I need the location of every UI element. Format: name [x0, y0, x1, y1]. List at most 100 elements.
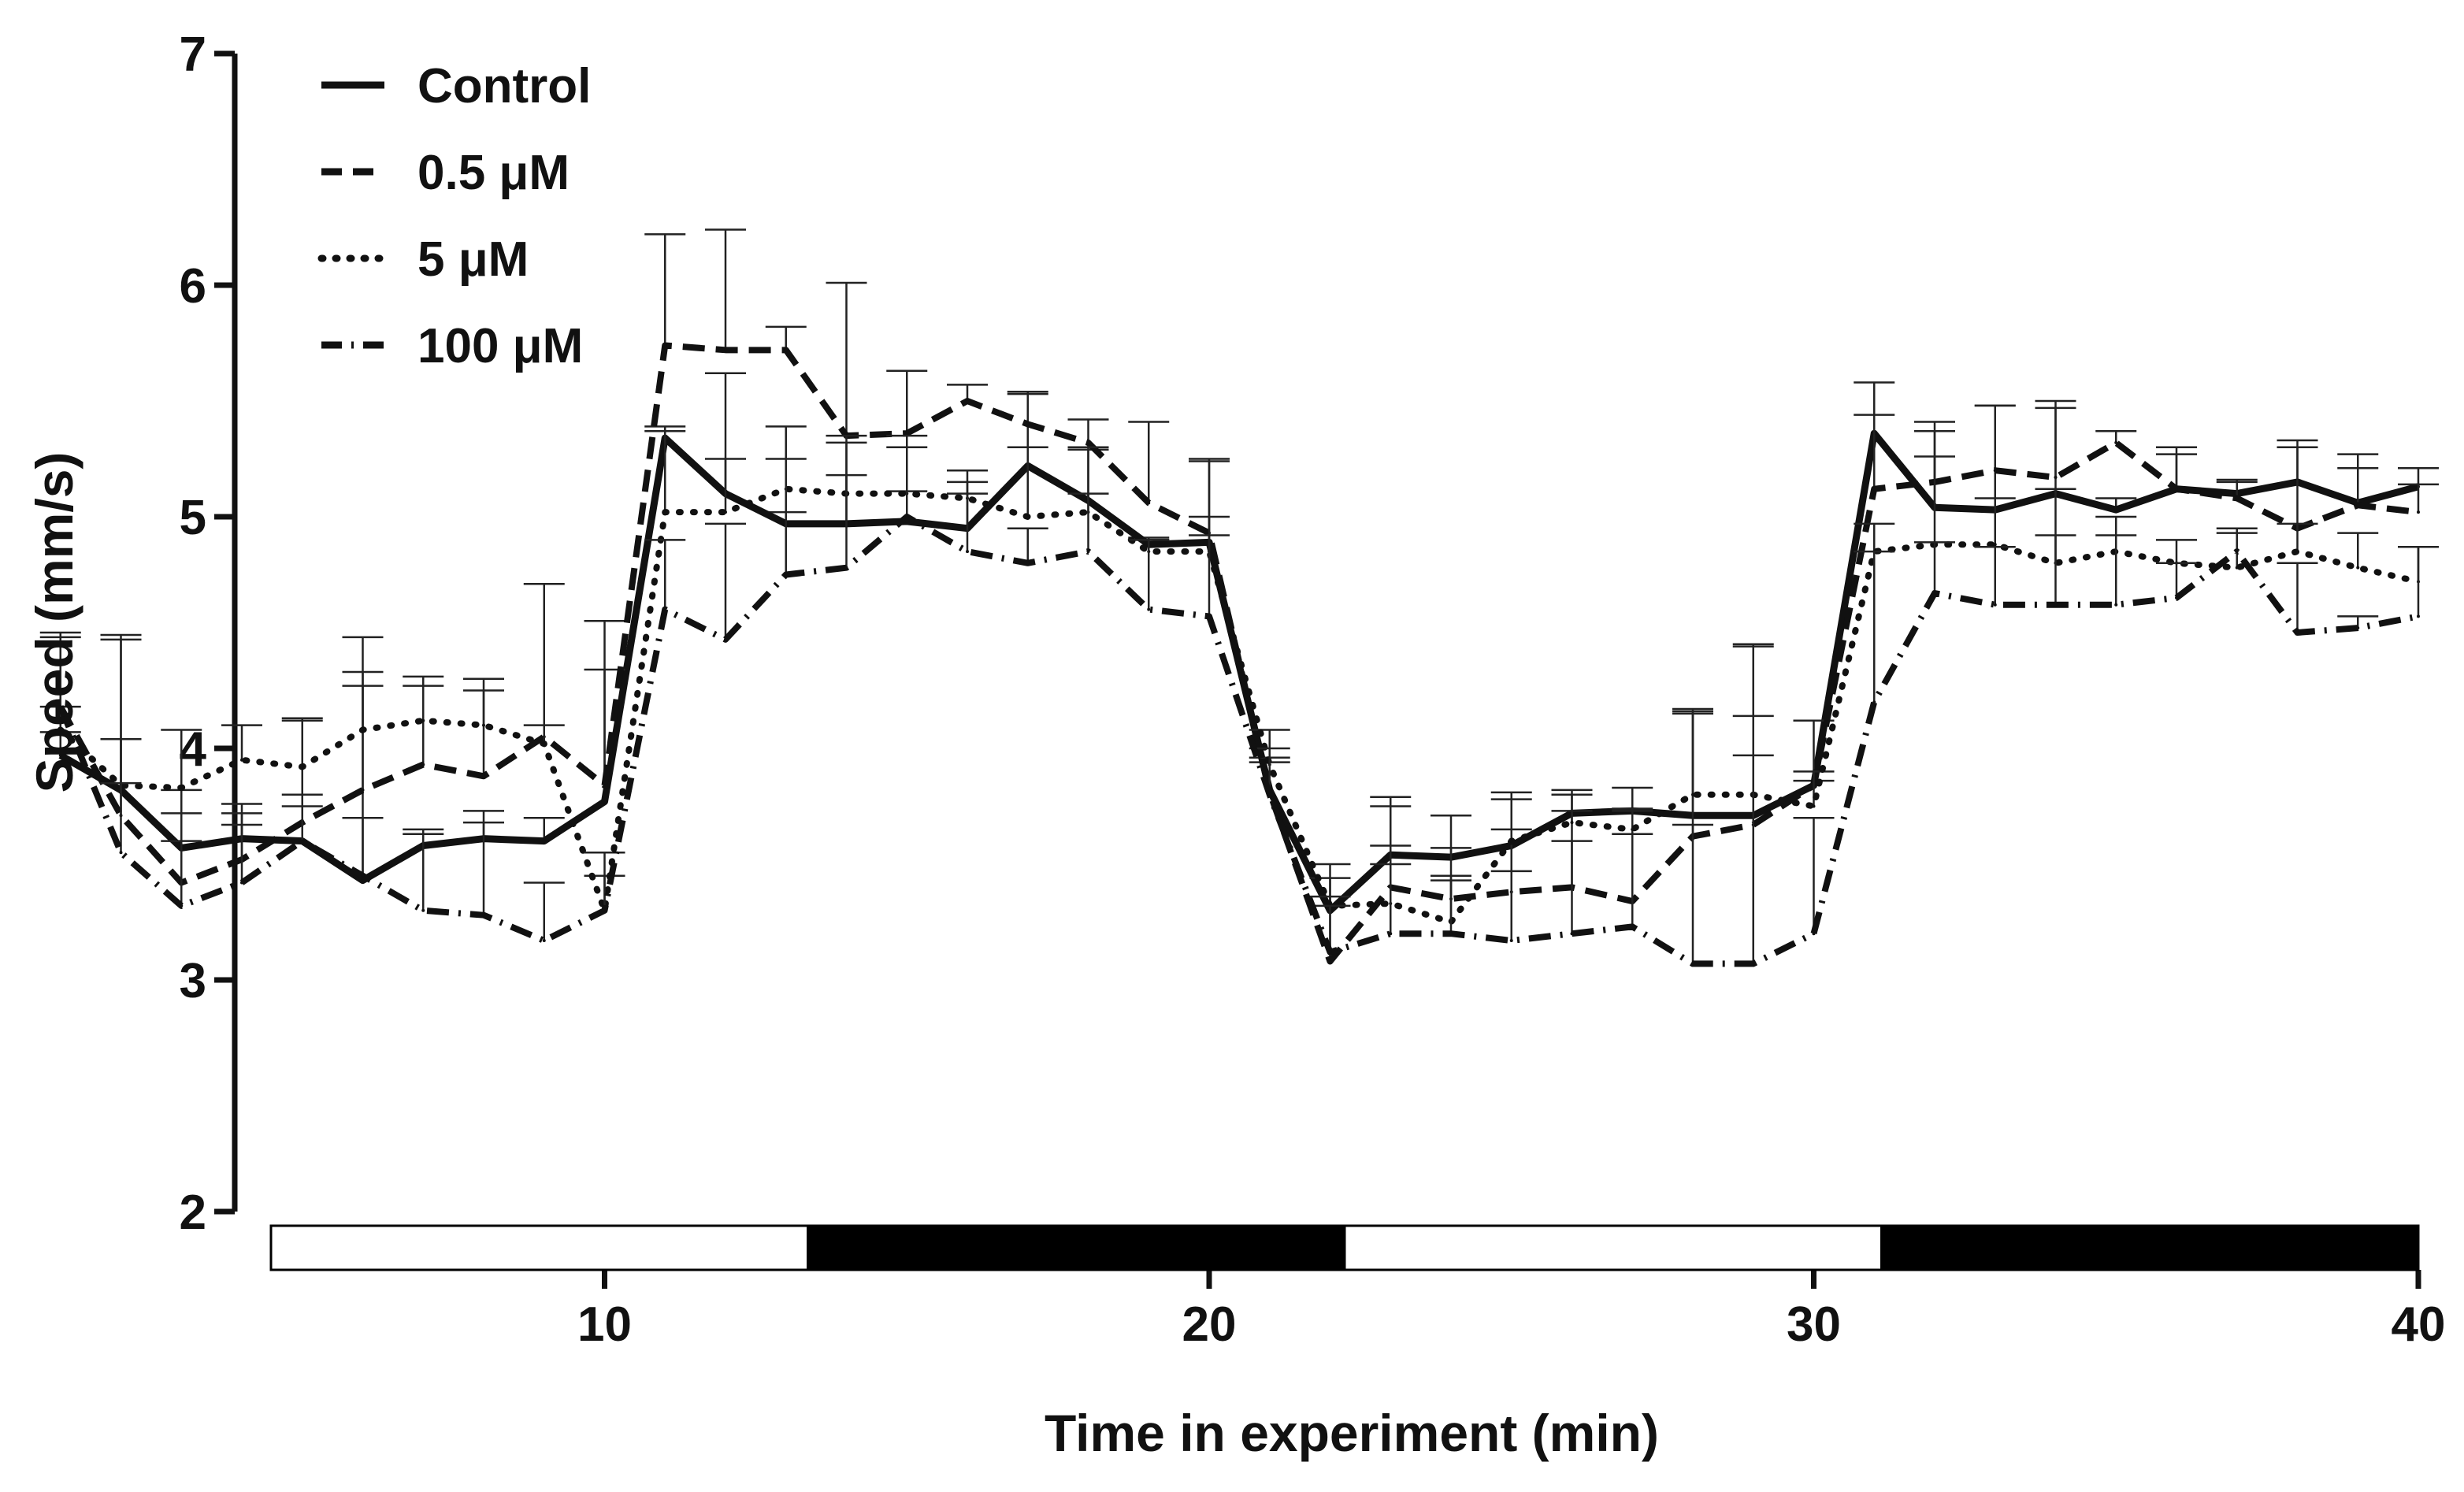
data-point-2-33	[1993, 543, 1997, 547]
data-point-1-31	[1872, 487, 1876, 491]
data-point-3-25	[1509, 939, 1513, 943]
data-point-2-27	[1631, 827, 1635, 831]
data-point-1-18	[1086, 440, 1090, 444]
data-point-2-11	[663, 510, 667, 514]
data-point-3-16	[966, 550, 969, 554]
data-point-2-37	[2235, 566, 2239, 570]
data-point-1-15	[905, 432, 909, 436]
legend-item-100-um: 100 μM	[321, 319, 583, 373]
data-point-2-39	[2356, 566, 2360, 570]
data-point-3-40	[2417, 614, 2420, 618]
data-point-3-6	[361, 874, 365, 878]
data-point-3-1	[58, 705, 62, 709]
data-point-3-37	[2235, 550, 2239, 554]
plot-area	[39, 228, 2439, 967]
data-point-1-13	[784, 348, 788, 352]
data-point-3-17	[1026, 561, 1030, 565]
series-line-3	[58, 514, 2419, 967]
legend-label-0-5-um: 0.5 μM	[417, 146, 570, 200]
data-point-3-33	[1993, 603, 1997, 607]
data-point-3-10	[603, 908, 607, 912]
series-2	[39, 372, 2439, 926]
series-3	[39, 434, 2439, 967]
data-point-2-28	[1691, 792, 1694, 796]
data-point-3-36	[2175, 596, 2178, 599]
data-point-3-29	[1751, 962, 1755, 966]
data-point-3-39	[2356, 626, 2360, 630]
data-point-2-38	[2295, 550, 2299, 554]
data-point-1-36	[2175, 487, 2178, 491]
x-tick-label-10: 10	[577, 1297, 632, 1352]
data-point-3-30	[1812, 932, 1816, 936]
data-point-1-16	[966, 399, 969, 403]
data-point-1-22	[1328, 959, 1332, 963]
data-point-2-8	[482, 723, 485, 727]
data-point-1-19	[1147, 501, 1151, 505]
data-point-1-37	[2235, 496, 2239, 500]
data-point-3-5	[300, 839, 304, 843]
data-point-3-13	[784, 573, 788, 577]
data-point-3-12	[724, 637, 727, 641]
data-point-2-4	[240, 758, 243, 762]
data-point-1-6	[361, 788, 365, 792]
x-axis-ticks: 10 20 30 40	[577, 1270, 2445, 1352]
x-tick-label-20: 20	[1182, 1297, 1237, 1352]
light-dark-bar	[269, 1224, 2420, 1271]
data-point-3-9	[542, 939, 546, 943]
series-0	[39, 381, 2439, 915]
data-point-3-18	[1086, 550, 1090, 554]
y-tick-label-2: 2	[180, 1186, 206, 1240]
data-point-2-5	[300, 765, 304, 769]
data-point-3-3	[180, 904, 184, 907]
data-point-1-40	[2417, 510, 2420, 514]
legend-label-100-um: 100 μM	[417, 319, 583, 373]
data-point-0-9	[542, 839, 546, 843]
x-tick-label-30: 30	[1787, 1297, 1841, 1352]
data-point-3-38	[2295, 631, 2299, 634]
data-point-3-26	[1570, 932, 1574, 936]
data-point-2-1	[58, 728, 62, 732]
legend-item-control: Control	[321, 59, 591, 113]
data-point-3-7	[421, 908, 425, 912]
data-point-3-27	[1631, 925, 1635, 929]
data-point-1-17	[1026, 422, 1030, 426]
series-1	[39, 228, 2439, 965]
data-point-2-9	[542, 742, 546, 746]
data-point-3-8	[482, 913, 485, 917]
y-axis-ticks: 2 3 4 5 6 7	[180, 28, 235, 1240]
data-point-2-3	[180, 785, 184, 789]
data-point-1-8	[482, 774, 485, 778]
data-point-3-20	[1208, 614, 1211, 618]
legend: Control 0.5 μM 5 μM 100 μM	[317, 59, 591, 373]
data-point-3-32	[1933, 592, 1936, 596]
y-tick-label-7: 7	[180, 28, 206, 82]
y-tick-label-5: 5	[180, 491, 206, 545]
y-tick-label-4: 4	[180, 722, 207, 777]
data-point-3-28	[1691, 962, 1694, 966]
data-point-1-34	[2054, 476, 2058, 480]
legend-label-5-um: 5 μM	[417, 232, 529, 287]
data-point-3-15	[905, 515, 909, 518]
data-point-2-12	[724, 510, 727, 514]
data-point-1-33	[1993, 469, 1997, 473]
data-point-1-10	[603, 784, 607, 788]
data-point-2-7	[421, 718, 425, 722]
data-point-3-34	[2054, 603, 2058, 607]
data-point-3-11	[663, 607, 667, 611]
data-point-3-23	[1389, 932, 1393, 936]
light-dark-segment-1-light	[269, 1224, 809, 1271]
data-point-2-30	[1812, 804, 1816, 808]
y-tick-label-6: 6	[180, 259, 206, 314]
data-point-3-35	[2114, 603, 2118, 607]
data-point-1-35	[2114, 440, 2118, 444]
light-dark-segment-2-dark	[807, 1224, 1346, 1271]
axes: 2 3 4 5 6 7 10 20 30 40	[180, 28, 2446, 1352]
x-axis-title: Time in experiment (min)	[1045, 1404, 1659, 1462]
data-point-1-7	[421, 763, 425, 766]
data-point-1-12	[724, 348, 727, 352]
data-point-2-17	[1026, 515, 1030, 518]
data-point-3-14	[844, 566, 848, 570]
data-point-1-39	[2356, 503, 2360, 507]
